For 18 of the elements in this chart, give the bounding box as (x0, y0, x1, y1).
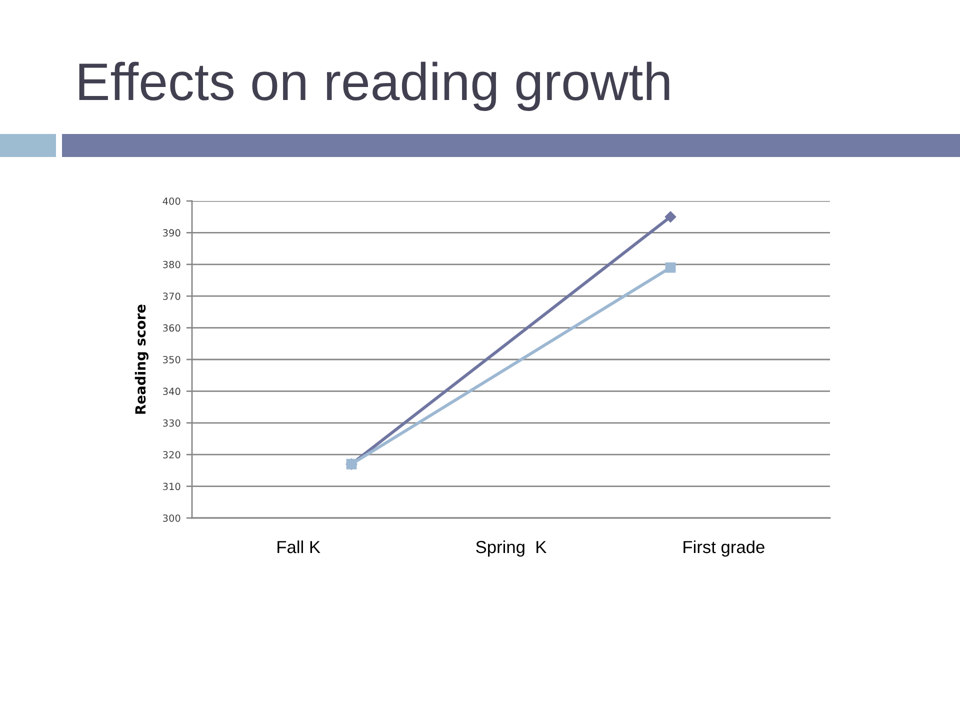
y-tick-label: 400 (162, 197, 180, 205)
point (665, 262, 676, 273)
y-tick-label: 360 (163, 324, 180, 332)
text: Fall K (278, 540, 320, 554)
y-tick-label: 390 (163, 229, 180, 237)
y-tick-label: 300 (163, 514, 180, 522)
y-axis-title: Reading score (134, 304, 148, 414)
y-tick-label: 340 (163, 388, 180, 396)
y-tick-label: 330 (163, 419, 180, 427)
y-tick-label: 380 (163, 260, 180, 268)
chart-title: Effects on reading growth (79, 62, 670, 111)
y-tick-label: 310 (163, 482, 180, 490)
y-tick-label: 350 (163, 356, 180, 364)
text: Spring K (476, 540, 547, 557)
text: First grade (684, 540, 764, 557)
y-tick-label: 320 (163, 451, 180, 458)
y-tick-label: 370 (163, 292, 180, 300)
point (664, 211, 676, 222)
